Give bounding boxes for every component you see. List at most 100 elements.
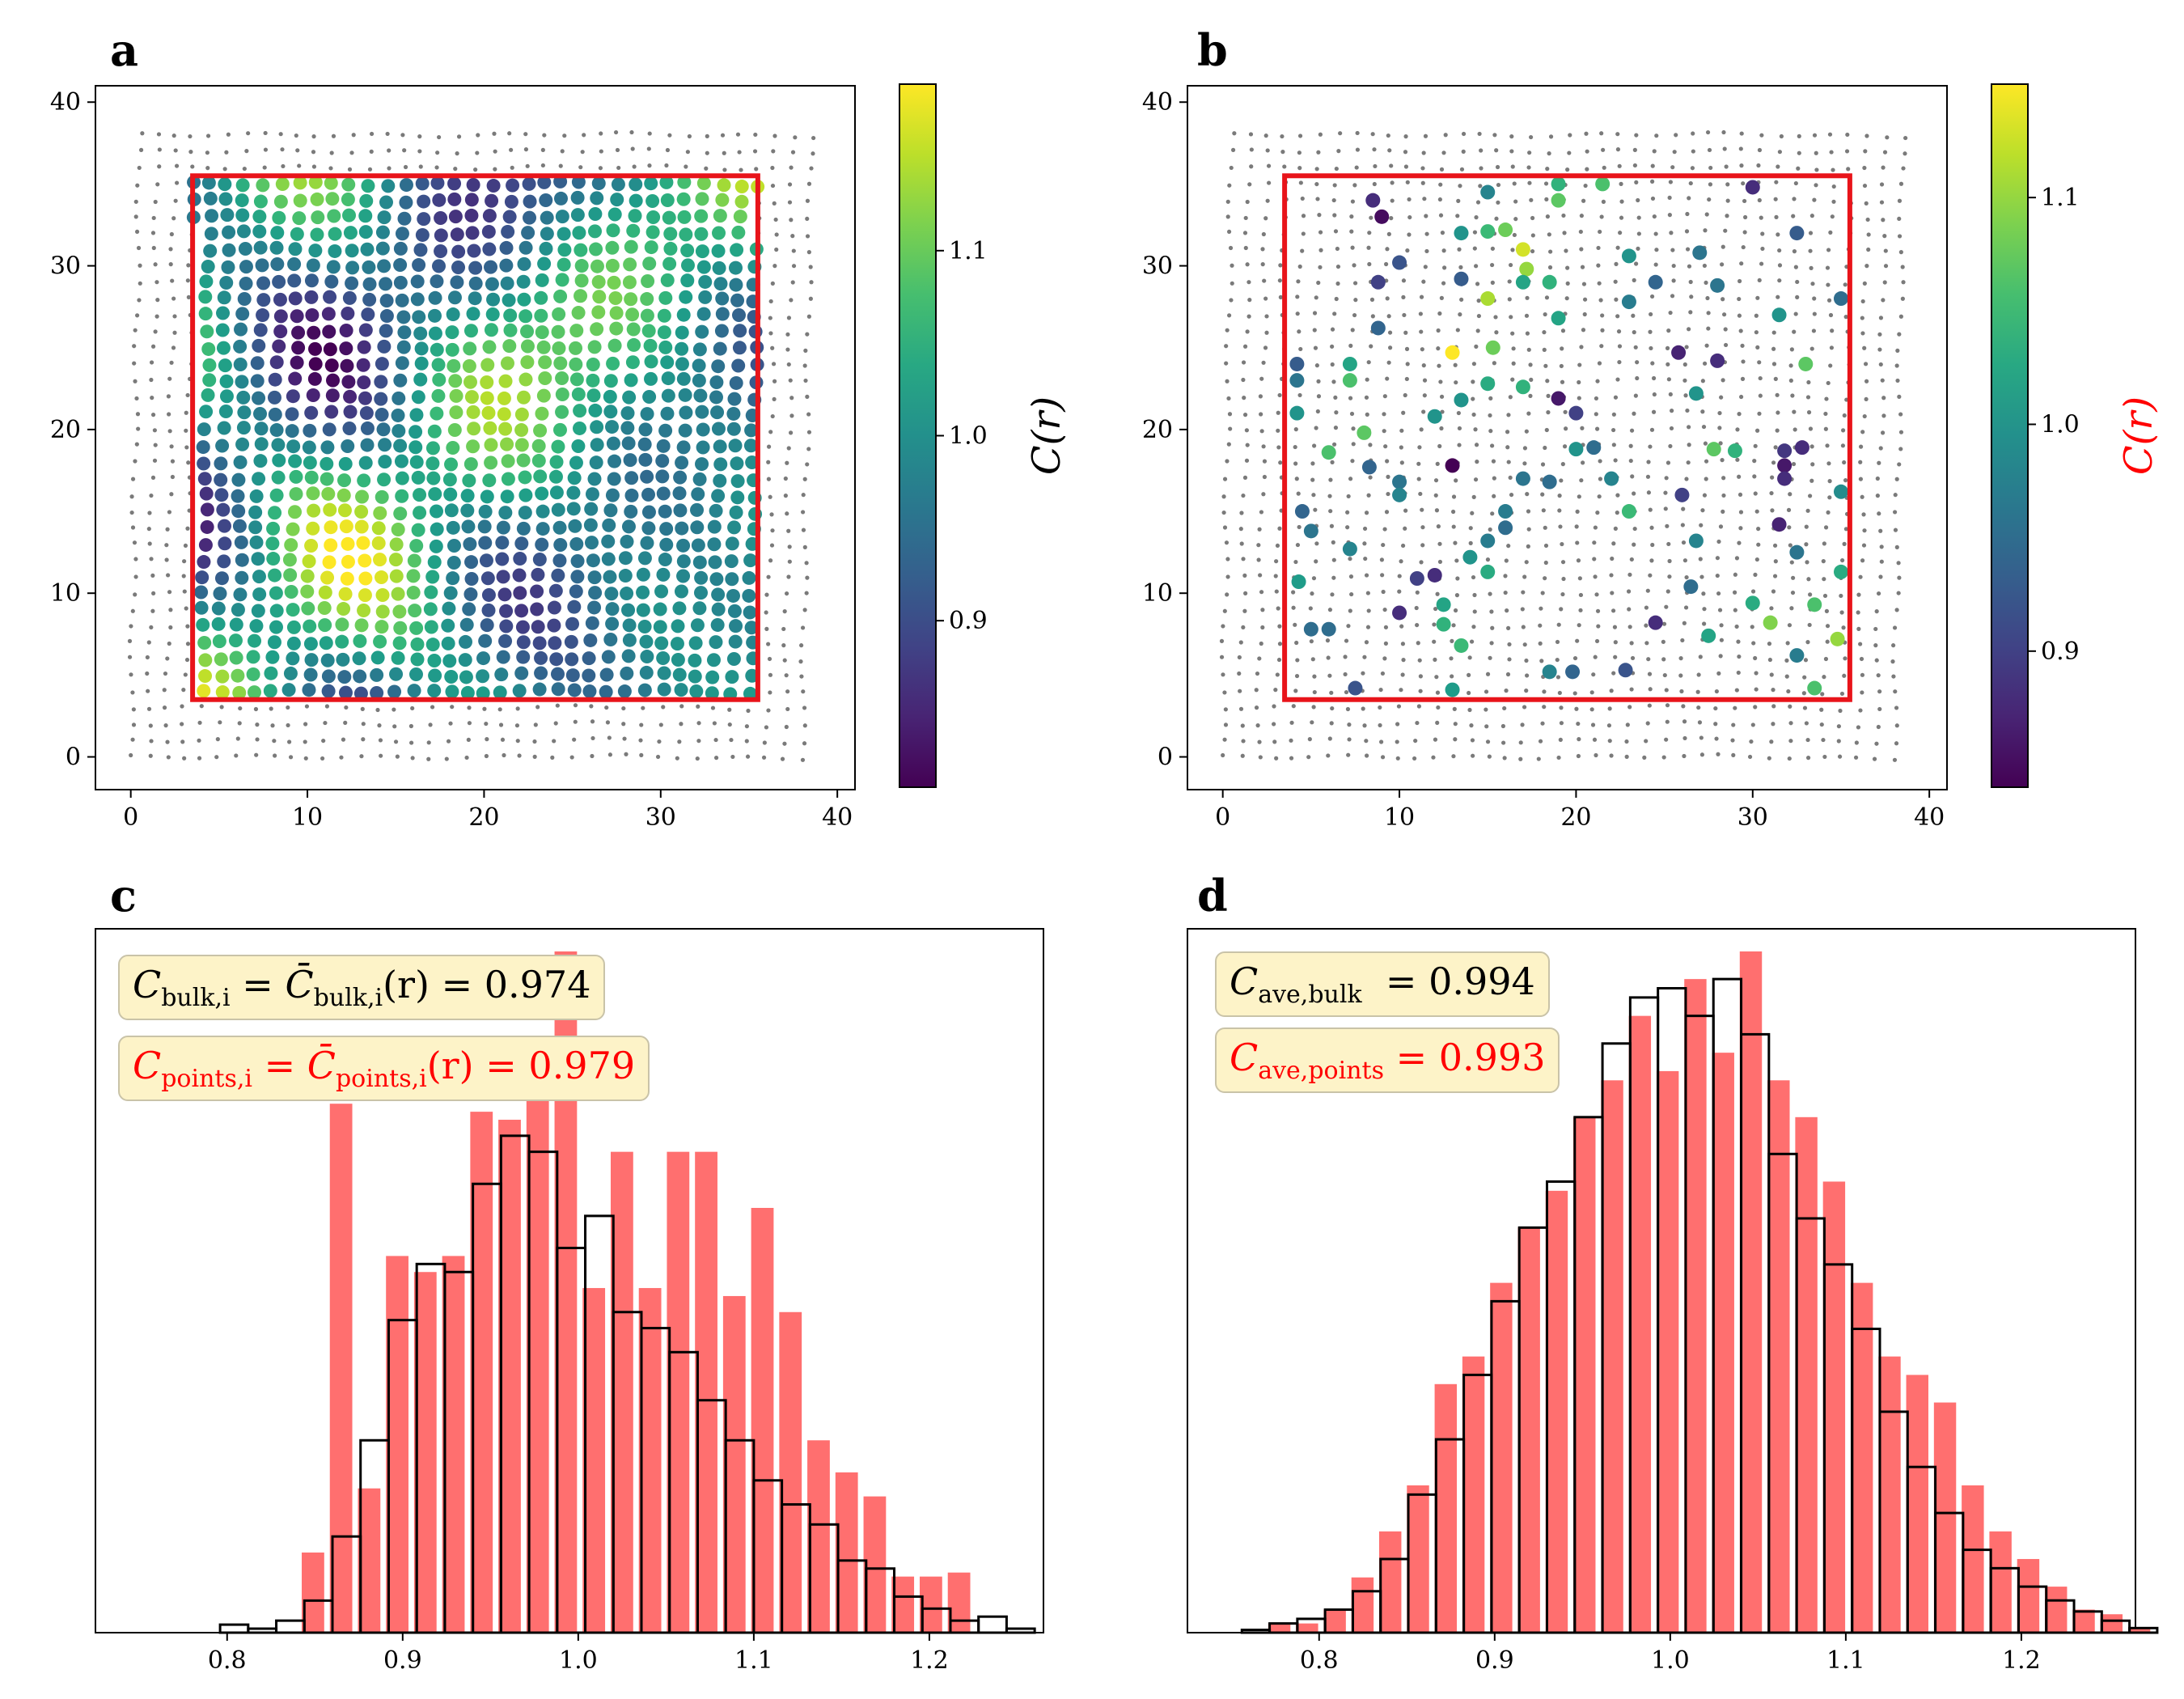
colored-point (205, 209, 219, 223)
colored-point (733, 324, 747, 338)
grid-point (615, 147, 620, 153)
points-bar (1989, 1531, 2012, 1633)
grid-point (1650, 196, 1656, 201)
grid-point (1422, 378, 1428, 383)
grid-points-layer (1219, 129, 1908, 762)
grid-point (1490, 262, 1495, 268)
grid-point (1243, 215, 1248, 221)
colored-point (204, 227, 218, 241)
colored-point (215, 323, 230, 337)
colored-point (656, 567, 671, 582)
grid-point (1704, 280, 1708, 286)
colored-point (583, 633, 598, 647)
grid-point (1417, 445, 1422, 450)
colored-point (286, 620, 301, 634)
grid-point (1860, 331, 1865, 336)
grid-point (1506, 460, 1511, 464)
grid-point (1805, 560, 1809, 565)
grid-point (1678, 673, 1683, 678)
colored-point (502, 339, 517, 354)
grid-point (1344, 638, 1349, 643)
grid-point (1753, 491, 1758, 496)
colored-point (535, 273, 549, 287)
colored-point (253, 406, 268, 421)
grid-point (800, 510, 806, 515)
colored-point (621, 519, 636, 534)
grid-point (1574, 524, 1579, 529)
colored-point (308, 341, 323, 356)
grid-point (409, 740, 414, 745)
grid-point (1386, 491, 1390, 497)
grid-point (1696, 672, 1701, 677)
grid-point (787, 559, 792, 564)
grid-point (770, 528, 775, 533)
grid-point (1714, 688, 1719, 694)
colored-point (705, 670, 720, 684)
grid-point (1228, 245, 1234, 251)
colored-point (353, 686, 368, 701)
grid-point (766, 642, 771, 646)
grid-point (507, 131, 512, 136)
grid-point (1767, 642, 1772, 646)
grid-point (1219, 638, 1225, 643)
grid-point (1370, 314, 1375, 319)
grid-point (1787, 525, 1792, 530)
colored-point (324, 405, 339, 419)
grid-point (1330, 705, 1335, 711)
colored-point (530, 584, 544, 599)
grid-point (1751, 641, 1756, 646)
colored-point (358, 455, 373, 470)
colored-point (392, 636, 407, 650)
grid-point (661, 705, 666, 710)
grid-point (378, 738, 383, 743)
grid-point (1797, 150, 1801, 155)
colored-point (320, 570, 335, 585)
colored-point (215, 685, 230, 700)
grid-point (791, 248, 796, 253)
grid-point (1431, 755, 1436, 760)
grid-point (1577, 396, 1581, 400)
grid-point (1737, 654, 1742, 659)
grid-point (804, 591, 809, 595)
grid-point (1863, 362, 1869, 366)
grid-point (1273, 688, 1278, 693)
sampled-point (1365, 193, 1381, 208)
colored-point (495, 536, 510, 550)
grid-point (1642, 755, 1647, 760)
grid-point (321, 738, 326, 744)
grid-point (130, 690, 135, 695)
grid-point (1396, 704, 1402, 709)
colored-point (500, 437, 514, 451)
colored-point (627, 337, 641, 352)
grid-point (1625, 722, 1630, 727)
grid-point (1424, 248, 1429, 254)
grid-point (1419, 560, 1424, 565)
grid-point (400, 133, 405, 138)
grid-point (1524, 313, 1530, 318)
grid-point (1364, 640, 1369, 645)
colored-point (219, 389, 234, 404)
grid-point (1530, 215, 1535, 221)
grid-point (1459, 297, 1464, 302)
grid-point (1688, 180, 1693, 186)
region-box (1282, 173, 1852, 702)
grid-point (1683, 605, 1689, 610)
grid-point (1458, 184, 1462, 189)
grid-point (1836, 739, 1841, 744)
colored-point (672, 601, 687, 616)
colored-point (531, 620, 545, 634)
grid-point (417, 149, 422, 154)
colored-point (308, 244, 323, 258)
grid-point (783, 494, 788, 498)
colored-point (198, 290, 213, 304)
colored-point (732, 341, 747, 355)
colored-point (555, 371, 569, 386)
grid-point (1240, 723, 1245, 728)
colored-point (271, 438, 286, 452)
sampled-point (1565, 664, 1581, 680)
grid-point (324, 704, 330, 709)
grid-point (590, 735, 595, 741)
grid-point (1229, 298, 1234, 303)
grid-point (1543, 525, 1547, 530)
grid-point (269, 706, 273, 711)
